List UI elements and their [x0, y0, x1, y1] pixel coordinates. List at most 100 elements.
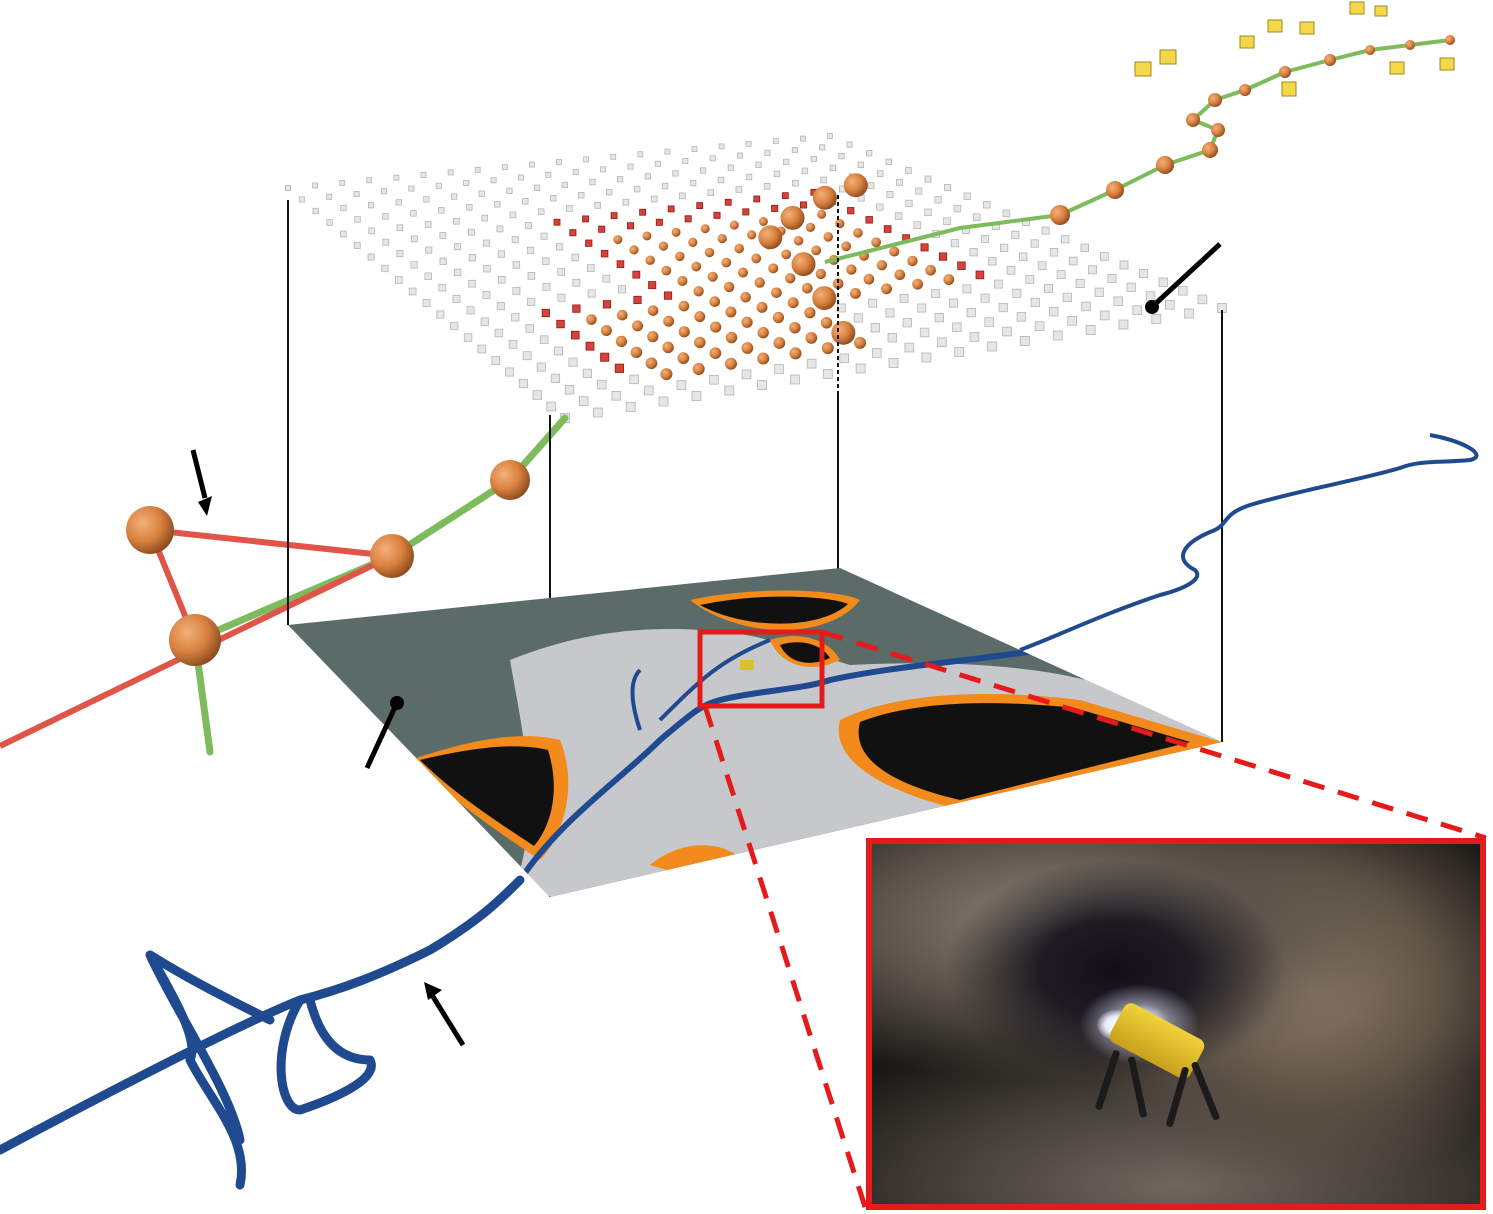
blocked-grid-cube	[684, 215, 692, 223]
grid-cube	[1016, 312, 1027, 322]
grid-node	[737, 267, 749, 278]
grid-cube	[919, 327, 930, 338]
grid-cube	[511, 236, 519, 244]
zoom-box	[697, 629, 825, 709]
grid-cube	[924, 175, 932, 183]
graph-node	[1202, 142, 1218, 158]
grid-cube	[679, 192, 686, 200]
grid-cube	[410, 235, 418, 243]
grid-node	[709, 296, 721, 307]
grid-node	[820, 317, 833, 329]
grid-cube	[494, 201, 501, 208]
grid-node	[821, 342, 834, 355]
grid-cube	[298, 196, 305, 203]
grid-cube	[661, 182, 669, 190]
grid-cube	[921, 352, 932, 363]
grid-cube	[963, 192, 971, 200]
grid-cube	[735, 186, 743, 193]
blocked-grid-cube	[582, 215, 589, 223]
grid-cube	[477, 344, 487, 354]
grid-cube	[868, 298, 878, 308]
graph-node	[758, 225, 783, 250]
grid-cube	[561, 181, 568, 189]
grid-node	[660, 368, 673, 381]
grid-cube	[578, 396, 589, 406]
annotation-pointers	[190, 242, 1222, 1047]
grid-cube	[527, 272, 536, 280]
robot-leg	[1190, 1060, 1221, 1122]
grid-node	[876, 260, 888, 271]
grid-node	[912, 278, 924, 290]
grid-cube	[896, 178, 903, 186]
cave-photo-inset	[866, 838, 1486, 1210]
grid-cube	[894, 212, 903, 220]
grid-cube	[512, 286, 521, 295]
grid-node	[746, 230, 757, 240]
grid-cube	[931, 289, 940, 299]
grid-cube	[783, 158, 790, 165]
grid-cube	[876, 170, 884, 177]
grid-cube	[952, 322, 962, 332]
grid-cube	[583, 156, 589, 163]
grid-cube	[463, 180, 470, 187]
grid-node	[789, 321, 801, 334]
blocked-grid-cube	[648, 281, 657, 290]
grid-cube	[1094, 287, 1104, 297]
graph-node	[780, 205, 805, 230]
grid-cube	[537, 208, 545, 216]
grid-cube	[353, 242, 361, 249]
grid-cube	[568, 357, 578, 367]
grid-node	[811, 245, 822, 256]
grid-cube	[855, 363, 866, 374]
grid-cube	[453, 268, 462, 277]
grid-cube	[578, 191, 585, 199]
blocked-grid-cube	[616, 260, 625, 268]
grid-cube	[904, 342, 915, 353]
grid-cube	[948, 298, 958, 308]
graph-node	[791, 252, 816, 277]
grid-node	[805, 332, 818, 344]
grid-node	[793, 235, 804, 246]
grid-node	[586, 314, 597, 325]
grid-cube	[393, 174, 400, 181]
grid-cube	[1002, 326, 1012, 337]
grid-node	[754, 277, 765, 288]
grid-cube	[600, 166, 607, 173]
grid-cube	[1118, 319, 1129, 330]
blocked-grid-cube	[627, 222, 635, 230]
grid-cube	[482, 239, 490, 247]
grid-cube	[792, 179, 799, 187]
grid-cube	[866, 150, 873, 157]
grid-cube	[629, 374, 639, 385]
grid-cube	[602, 274, 611, 283]
grid-cube	[755, 161, 762, 168]
grid-node	[724, 357, 737, 370]
grid-cube	[550, 195, 557, 202]
grid-cube	[453, 217, 460, 225]
grid-cube	[988, 257, 997, 266]
grid-node	[662, 341, 674, 354]
graph-node	[370, 534, 414, 578]
grid-cube	[838, 152, 845, 160]
grid-cube	[526, 246, 535, 255]
grid-cube	[425, 246, 433, 254]
grid-node	[772, 311, 785, 324]
blocked-grid-cube	[957, 261, 966, 270]
grid-node	[692, 362, 705, 375]
grid-cube	[508, 340, 518, 349]
grid-cube	[1184, 308, 1195, 319]
graph-node	[812, 286, 837, 311]
grid-cube	[764, 149, 771, 156]
grid-node	[632, 320, 643, 332]
zoom-connectors	[702, 629, 1487, 1211]
grid-node	[661, 265, 672, 276]
grid-node	[629, 245, 639, 255]
grid-node	[805, 222, 816, 232]
grid-cube	[1037, 261, 1047, 270]
graph-node	[1405, 40, 1415, 50]
blocked-grid-cube	[572, 304, 581, 313]
grid-cube	[876, 203, 884, 211]
grid-node	[853, 228, 863, 238]
grid-node	[600, 325, 612, 336]
grid-cube	[490, 177, 497, 184]
